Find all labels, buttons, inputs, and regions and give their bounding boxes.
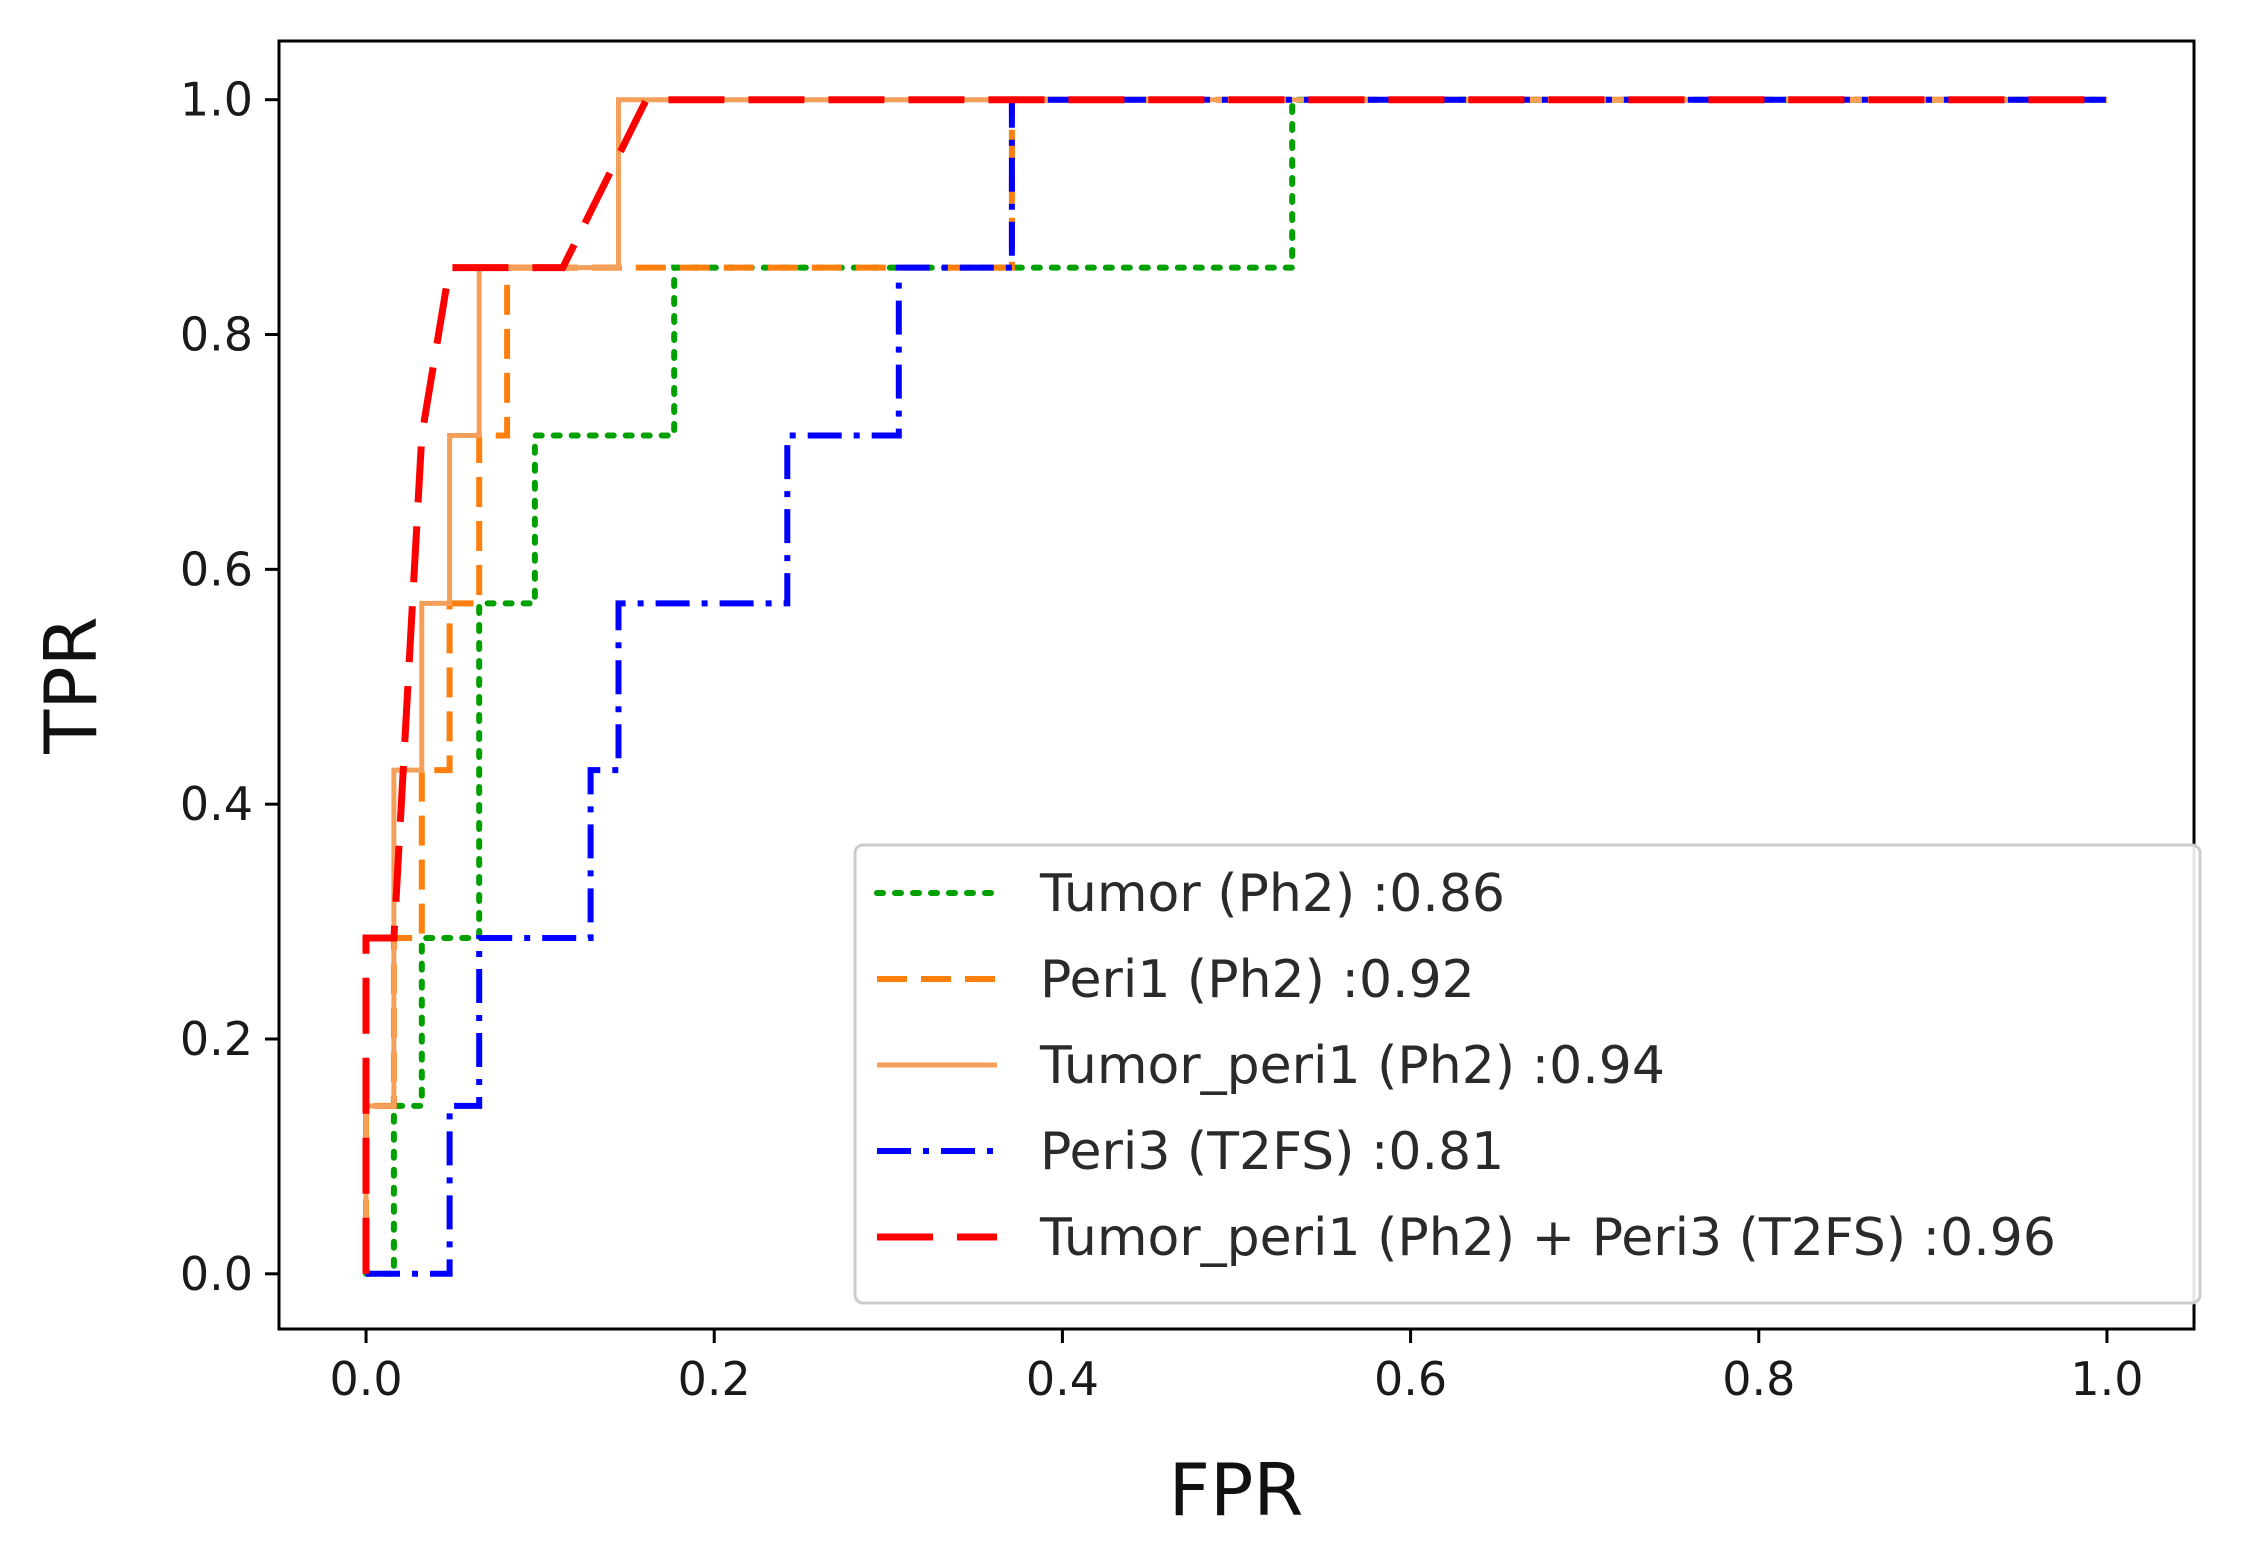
y-tick-label: 0.2 <box>180 1012 253 1066</box>
legend-label-2: Tumor_peri1 (Ph2) :0.94 <box>1039 1036 1665 1096</box>
series-line-3 <box>366 96 2107 1277</box>
legend-box <box>853 843 2202 1305</box>
series-line-4 <box>362 96 2107 1274</box>
legend-label-0: Tumor (Ph2) :0.86 <box>1039 864 1505 924</box>
x-tick-label: 0.2 <box>678 1352 751 1406</box>
legend: Tumor (Ph2) :0.86 Peri1 (Ph2) :0.92 Tumor_… <box>853 843 2202 1305</box>
legend-label-4: Tumor_peri1 (Ph2) + Peri3 (T2FS) :0.96 <box>1039 1208 2056 1268</box>
legend-label-3: Peri3 (T2FS) :0.81 <box>1040 1122 1504 1182</box>
legend-label-1: Peri1 (Ph2) :0.92 <box>1040 950 1475 1010</box>
y-tick-label: 1.0 <box>180 73 253 127</box>
series-line-2 <box>363 97 2107 1274</box>
series-line-0 <box>363 96 2110 1277</box>
series-lines <box>362 96 2110 1277</box>
x-tick-label: 0.6 <box>1374 1352 1447 1406</box>
x-tick-label: 1.0 <box>2070 1352 2143 1406</box>
x-tick-label: 0.0 <box>329 1352 402 1406</box>
axis-ticks: 0.0 0.2 0.4 0.6 0.8 1.0 0.0 0.2 0.4 0.6 0.8 1.0 <box>180 73 2144 1406</box>
y-axis-title: TPR <box>29 616 113 754</box>
y-tick-label: 0.4 <box>180 777 253 831</box>
y-tick-label: 0.8 <box>180 308 253 362</box>
x-tick-label: 0.4 <box>1026 1352 1099 1406</box>
x-axis-title: FPR <box>1169 1448 1304 1532</box>
y-tick-label: 0.6 <box>180 542 253 596</box>
x-tick-label: 0.8 <box>1722 1352 1795 1406</box>
y-tick-label: 0.0 <box>180 1247 253 1301</box>
plot-frame <box>277 39 2196 1331</box>
